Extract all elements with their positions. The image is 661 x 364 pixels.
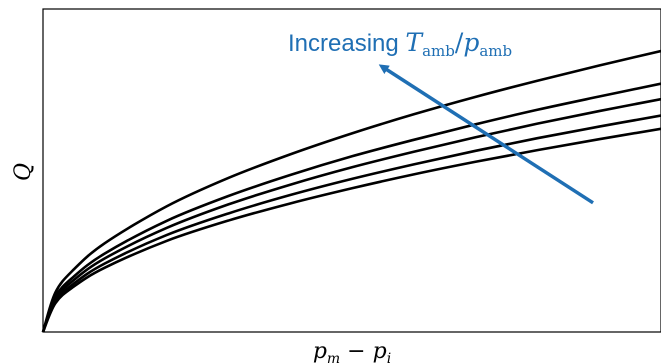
xlabel-var1: p bbox=[313, 339, 327, 364]
series-line-1 bbox=[41, 49, 661, 333]
x-axis-label: pm − pi bbox=[313, 339, 391, 364]
xlabel-op: − bbox=[340, 339, 372, 364]
plot-frame bbox=[42, 8, 661, 333]
series-line-5 bbox=[41, 127, 661, 333]
series-group bbox=[41, 49, 661, 333]
series-line-3 bbox=[41, 97, 661, 333]
annotation-label: Increasing Tamb/pamb bbox=[288, 28, 512, 60]
annotation-sep: / bbox=[455, 28, 464, 57]
y-axis-label: Q bbox=[11, 163, 36, 181]
xlabel-sub1: m bbox=[327, 351, 340, 364]
annotation-sub1: amb bbox=[422, 42, 455, 60]
xlabel-sub2: i bbox=[387, 351, 391, 364]
series-line-2 bbox=[41, 82, 661, 333]
xlabel-var2: p bbox=[373, 339, 387, 364]
series-line-4 bbox=[41, 114, 661, 333]
annotation-var2: p bbox=[463, 28, 479, 57]
annotation-text: Increasing bbox=[288, 30, 405, 57]
annotation-arrow bbox=[378, 64, 594, 205]
annotation-var1: T bbox=[405, 28, 424, 57]
annotation-sub2: amb bbox=[479, 42, 512, 60]
